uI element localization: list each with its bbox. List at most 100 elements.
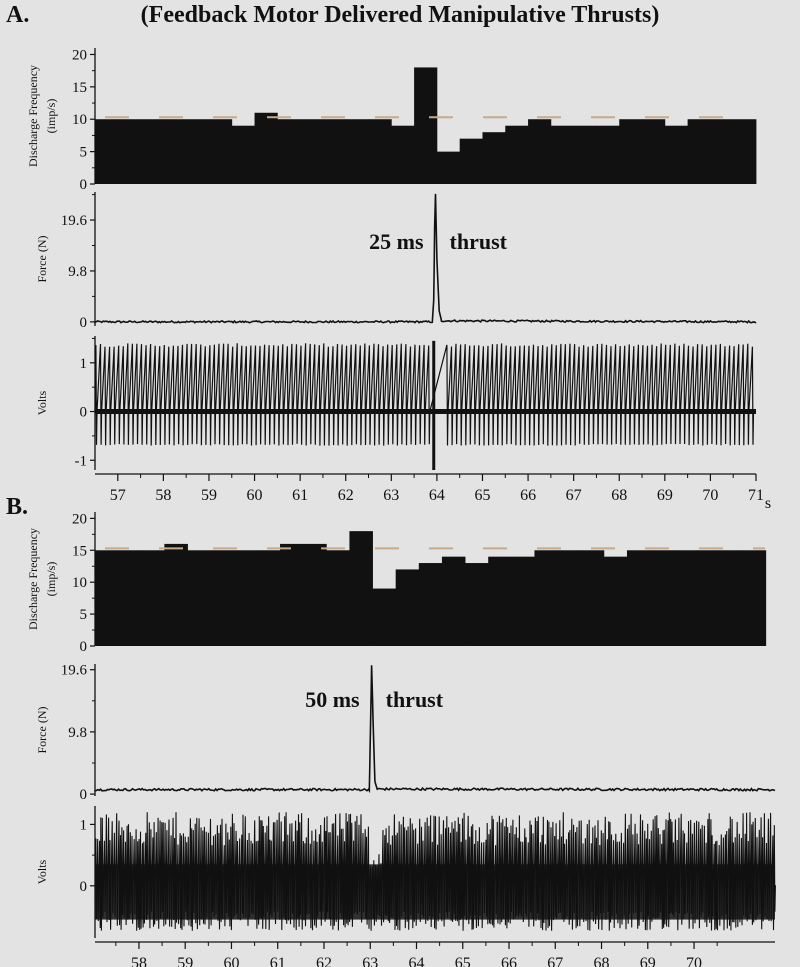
x-unit-label: s [765, 495, 771, 512]
histogram-bar [117, 119, 141, 184]
histogram-bar [208, 119, 233, 184]
y-tick-label: 0 [80, 405, 88, 421]
x-tick-label: 67 [566, 487, 582, 504]
histogram-bar [742, 550, 767, 646]
histogram-bar [186, 119, 210, 184]
histogram-bar [459, 138, 483, 184]
histogram-bar [719, 550, 744, 646]
histogram-bar [603, 556, 628, 646]
histogram-bar [664, 125, 689, 184]
y-tick-label: 0 [80, 639, 88, 655]
x-tick-label: 58 [155, 487, 171, 504]
y-tick-label: 0 [80, 177, 88, 193]
y-axis-label-group: Volts [35, 390, 49, 415]
y-tick-label: 9.8 [68, 725, 87, 741]
y-tick-label: 15 [72, 80, 87, 96]
histogram-bar [733, 119, 757, 184]
y-tick-label: -1 [75, 453, 88, 469]
x-tick-label: 70 [686, 955, 702, 967]
thrust-label: thrust [450, 229, 508, 254]
histogram-bar [710, 119, 734, 184]
thrust-duration-label: 25 ms [369, 229, 424, 254]
x-tick-label: 57 [110, 487, 126, 504]
y-axis-label-group: Discharge Frequency (imp/s) [26, 65, 58, 167]
y-tick-label: 20 [72, 47, 87, 63]
histogram-bar [673, 550, 697, 646]
histogram-bar [277, 119, 301, 184]
histogram-bar [580, 550, 605, 646]
x-tick-label: 71 [748, 487, 764, 504]
x-tick-label: 62 [316, 955, 332, 967]
histogram-bar [372, 588, 397, 646]
histogram-bar [326, 550, 350, 646]
figure-title: (Feedback Motor Delivered Manipulative T… [140, 2, 660, 28]
histogram-bar [511, 556, 535, 646]
x-tick-label: 59 [177, 955, 193, 967]
x-tick-label: 67 [547, 955, 563, 967]
y-axis-label: Discharge Frequency [26, 528, 40, 630]
y-tick-label: 9.8 [68, 264, 87, 280]
histogram-bar [696, 550, 720, 646]
y-axis-label: Volts [35, 859, 49, 884]
histogram-bar [395, 569, 420, 646]
x-tick-label: 59 [201, 487, 217, 504]
histogram-bar [619, 119, 643, 184]
histogram-bar [280, 543, 304, 646]
histogram-bar [140, 119, 164, 184]
histogram-bar [210, 550, 235, 646]
thrust-artifact [432, 340, 436, 470]
y-axis-label-group: Volts [35, 859, 49, 884]
histogram-bar [254, 112, 278, 184]
histogram-bar [642, 119, 666, 184]
histogram-bar [300, 119, 324, 184]
y-axis-label: (imp/s) [44, 99, 58, 134]
histogram-bar [528, 119, 552, 184]
y-axis-label: Force (N) [35, 236, 49, 283]
histogram-bar [163, 119, 187, 184]
y-tick-label: 10 [72, 112, 87, 128]
histogram-bar [650, 550, 674, 646]
x-tick-label: 63 [362, 955, 378, 967]
y-axis-label: Discharge Frequency [26, 65, 40, 167]
panel-label-b: B. [6, 494, 29, 520]
y-tick-label: 19.6 [61, 663, 88, 679]
y-tick-label: 20 [72, 511, 87, 527]
y-tick-label: 15 [72, 543, 87, 559]
x-tick-label: 64 [408, 955, 424, 967]
x-tick-label: 64 [429, 487, 445, 504]
histogram-bar [687, 119, 711, 184]
panel-label-a: A. [6, 2, 30, 28]
y-tick-label: 1 [80, 356, 88, 372]
y-tick-label: 0 [80, 787, 88, 803]
y-tick-label: 0 [80, 879, 88, 895]
x-tick-label: 69 [657, 487, 673, 504]
histogram-bar [482, 132, 506, 184]
histogram-bar [95, 119, 119, 184]
voltage-noise-band [95, 864, 775, 920]
y-axis-label: Force (N) [35, 707, 49, 754]
x-tick-label: 58 [131, 955, 147, 967]
y-tick-label: 1 [80, 817, 88, 833]
x-tick-label: 61 [292, 487, 308, 504]
histogram-bar [187, 550, 212, 646]
force-trace [94, 193, 757, 324]
x-unit-label: s [784, 963, 790, 967]
histogram-bar [626, 550, 651, 646]
histogram-bar [505, 125, 529, 184]
x-tick-label: 60 [223, 955, 239, 967]
x-tick-label: 65 [455, 955, 471, 967]
histogram-bar [436, 151, 461, 184]
x-tick-label: 62 [338, 487, 354, 504]
y-axis-label-group: Discharge Frequency (imp/s) [26, 528, 58, 630]
x-tick-label: 66 [501, 955, 517, 967]
y-tick-label: 5 [80, 145, 88, 161]
histogram-bar [488, 556, 512, 646]
histogram-bar [414, 67, 438, 184]
histogram-bar [349, 531, 373, 646]
y-axis-label-group: Force (N) [35, 236, 49, 283]
histogram-bar [391, 125, 415, 184]
x-tick-label: 70 [702, 487, 718, 504]
x-tick-label: 68 [594, 955, 610, 967]
histogram-bar [418, 563, 443, 646]
